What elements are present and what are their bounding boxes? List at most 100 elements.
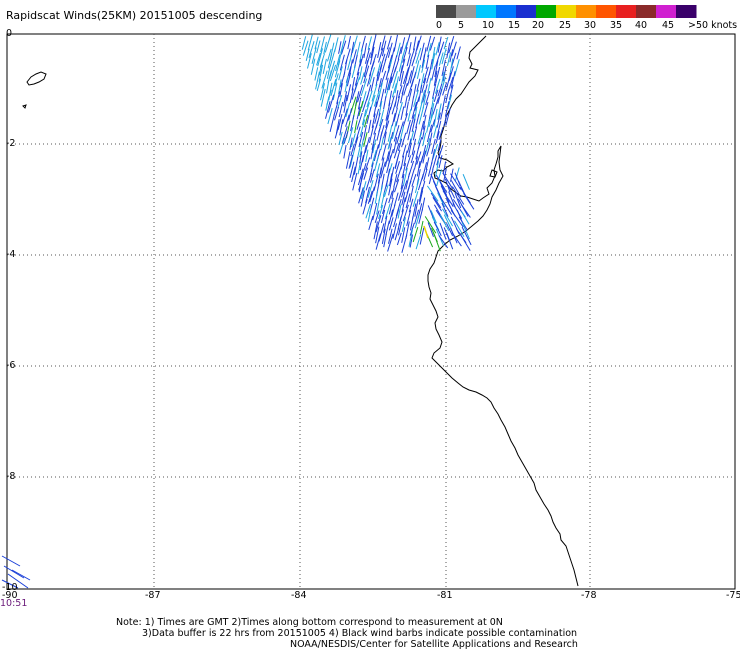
wind-barb (388, 217, 394, 231)
wind-barb (351, 35, 358, 54)
wind-barb (385, 115, 389, 128)
wind-barb (320, 83, 325, 101)
wind-barb (338, 41, 342, 54)
wind-barb (369, 186, 375, 203)
wind-barb (360, 72, 365, 85)
wind-barb (414, 156, 419, 170)
wind-barb (423, 168, 428, 182)
wind-barb (394, 76, 399, 94)
wind-barb (449, 49, 454, 63)
wind-barb (376, 127, 381, 141)
wind-barb (366, 73, 372, 87)
wind-barb (349, 150, 355, 168)
wind-barb (432, 83, 437, 99)
wind-barb (456, 46, 461, 60)
wind-barb (375, 215, 382, 233)
wind-barb (455, 167, 460, 181)
wind-barb (334, 106, 340, 121)
wind-barb (326, 77, 330, 94)
wind-barb (368, 215, 374, 231)
wind-barb (416, 161, 421, 177)
wind-barb (445, 72, 452, 90)
wind-barb (358, 131, 364, 148)
wind-barb (346, 72, 352, 87)
wind-barb (408, 198, 414, 213)
wind-barb (378, 223, 385, 242)
wind-barb (428, 169, 434, 185)
wind-barb (323, 41, 327, 55)
wind-barb (417, 174, 424, 191)
wind-barb (385, 102, 391, 121)
wind-barb (449, 58, 454, 75)
wind-barb (420, 90, 426, 104)
wind-barb (393, 209, 400, 228)
wind-barb (370, 169, 375, 183)
wind-barb (407, 125, 412, 141)
wind-barb (308, 41, 315, 59)
wind-barb (409, 130, 415, 145)
wind-barb (360, 78, 368, 97)
wind-barb (412, 226, 419, 243)
wind-barb (400, 106, 405, 121)
wind-barb (445, 108, 451, 126)
wind-barb (418, 190, 424, 205)
scale-swatch (676, 5, 697, 18)
wind-barb (391, 113, 396, 127)
wind-barb (426, 118, 431, 133)
wind-barb (404, 186, 410, 203)
wind-barb (322, 58, 327, 75)
scale-swatch (636, 5, 657, 18)
wind-barb (371, 113, 376, 129)
wind-barb (357, 96, 362, 110)
wind-barb (414, 178, 420, 194)
wind-barb (431, 52, 436, 70)
scale-label: 40 (635, 20, 648, 31)
wind-barb (362, 94, 369, 113)
wind-barb (347, 127, 354, 144)
wind-barb (417, 132, 423, 145)
wind-barb (378, 131, 383, 149)
wind-barb (387, 124, 393, 142)
wind-barb (387, 233, 394, 252)
wind-barb (433, 125, 438, 138)
wind-barb (435, 131, 440, 144)
wind-barb (384, 77, 389, 94)
wind-barb (388, 197, 394, 215)
wind-barb (401, 227, 406, 243)
wind-barb (339, 83, 343, 97)
wind-barb (363, 60, 369, 78)
wind-barb (387, 137, 392, 150)
wind-barb (324, 34, 332, 53)
wind-barb (398, 185, 404, 201)
wind-barb (428, 114, 434, 127)
wind-barb (375, 95, 380, 108)
wind-barb (439, 196, 453, 215)
wind-barb (423, 225, 429, 239)
wind-barb (367, 190, 373, 204)
wind-barb (391, 83, 397, 98)
wind-barb (371, 132, 376, 150)
wind-barb (392, 223, 397, 239)
wind-barb (418, 84, 423, 102)
wind-barb (434, 60, 439, 78)
wind-barb (359, 53, 364, 67)
wind-barb (339, 54, 345, 71)
wind-barb (419, 227, 425, 245)
wind-barb (441, 71, 445, 85)
wind-barb (441, 48, 447, 65)
wind-barb (410, 96, 415, 111)
scale-swatch (436, 5, 457, 18)
wind-barb (419, 42, 425, 61)
wind-barb (349, 137, 353, 150)
wind-barb (381, 40, 387, 57)
wind-barb (403, 82, 408, 96)
wind-barb (316, 40, 321, 54)
wind-barb (365, 149, 369, 162)
wind-barb (386, 155, 392, 174)
wind-barb (461, 226, 472, 246)
wind-barb (363, 132, 368, 147)
wind-barb (357, 168, 364, 186)
wind-barb (359, 119, 366, 137)
wind-barb (436, 120, 442, 139)
wind-barb (396, 42, 401, 58)
